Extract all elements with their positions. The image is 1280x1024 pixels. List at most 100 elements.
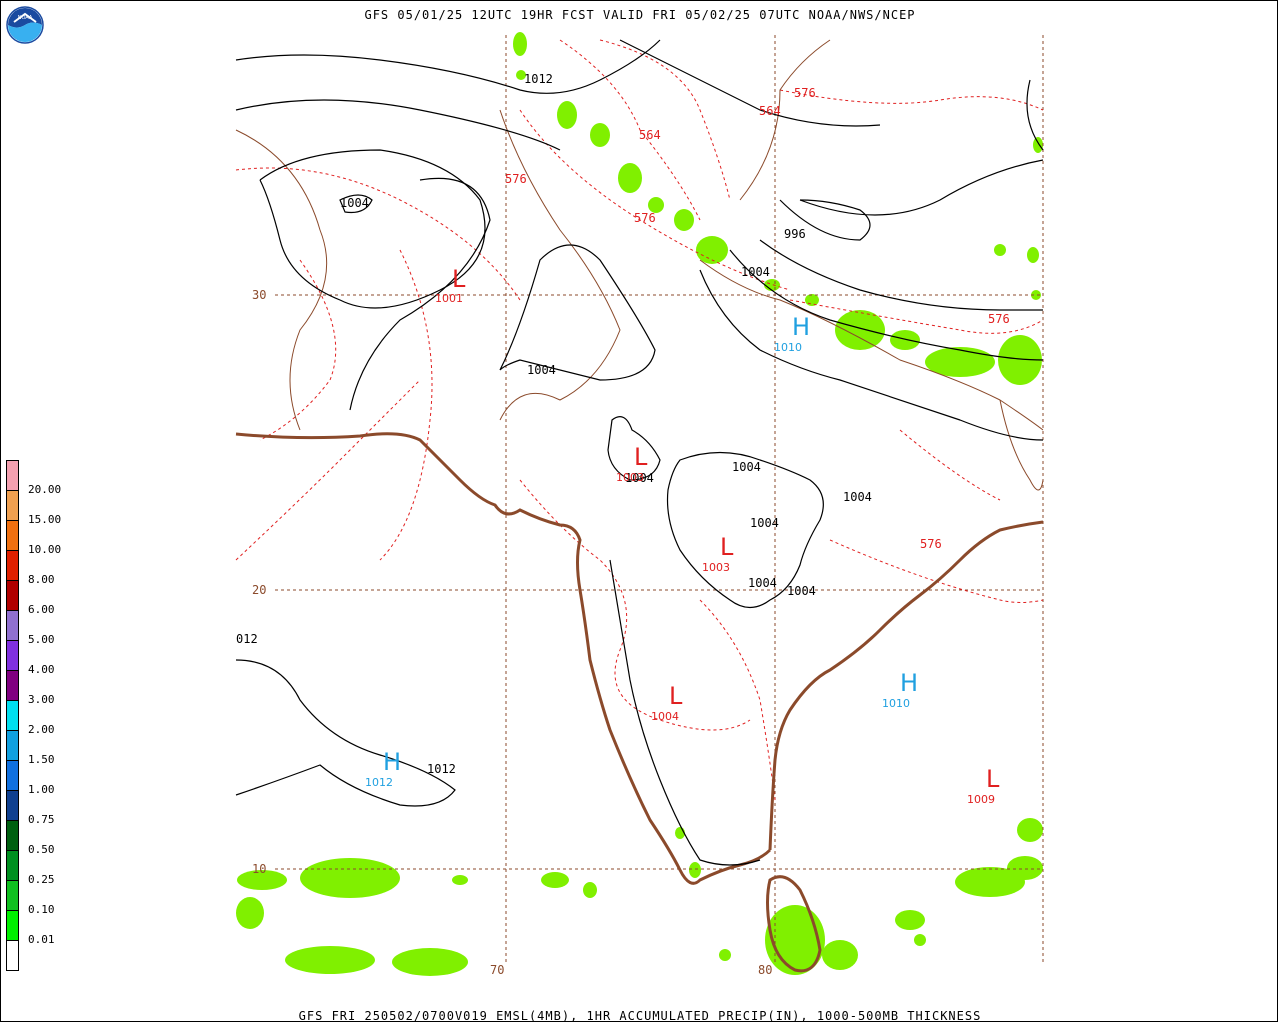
- legend-swatch: [6, 490, 19, 521]
- thickness-contour: [259, 259, 337, 441]
- isobar: [1026, 79, 1044, 151]
- isobar: [499, 244, 656, 381]
- coastline-west: [235, 432, 772, 885]
- isobar-label: 996: [784, 227, 806, 241]
- precip-area: [895, 910, 925, 930]
- precip-area: [696, 236, 728, 264]
- border-line: [739, 39, 831, 201]
- thickness-label: 564: [639, 128, 661, 142]
- precip-area: [590, 123, 610, 147]
- lon-labels: 70 80: [490, 963, 772, 977]
- isobar: [729, 249, 1044, 361]
- precip-area: [452, 875, 468, 885]
- legend-label: 0.75: [28, 813, 55, 826]
- legend-swatch: [6, 460, 19, 491]
- thickness-label: 576: [988, 312, 1010, 326]
- isobars: [235, 39, 1044, 866]
- coastlines-borders: [235, 39, 1044, 973]
- isobar-label: 1012: [427, 762, 456, 776]
- legend-swatch: [6, 640, 19, 671]
- thickness-contour: [899, 429, 1001, 501]
- border-line: [999, 399, 1044, 491]
- precip-area: [237, 870, 287, 890]
- border-line: [235, 129, 328, 431]
- low-pressure-center: L 1003: [616, 443, 648, 484]
- low-symbol: L: [986, 765, 1000, 793]
- precip-area: [719, 949, 731, 961]
- precip-area: [998, 335, 1042, 385]
- legend-swatch: [6, 550, 19, 581]
- precip-area: [583, 882, 597, 898]
- thickness-labels: 576 564 564 576 576 576 576: [505, 86, 1010, 551]
- lon-label-70: 70: [490, 963, 504, 977]
- precip-area: [890, 330, 920, 350]
- precip-area: [914, 934, 926, 946]
- precip-area: [557, 101, 577, 129]
- legend-label: 1.00: [28, 783, 55, 796]
- legend-swatch: [6, 760, 19, 791]
- isobar: [779, 199, 871, 241]
- precip-area: [285, 946, 375, 974]
- high-value: 1012: [365, 776, 393, 789]
- low-pressure-center: L 1001: [435, 265, 466, 305]
- isobar-label: 1004: [527, 363, 556, 377]
- low-symbol: L: [452, 265, 466, 293]
- isobar: [339, 194, 373, 214]
- low-value: 1003: [616, 471, 644, 484]
- isobar-label: 012: [236, 632, 258, 646]
- legend-label: 0.25: [28, 873, 55, 886]
- legend-swatch: [6, 730, 19, 761]
- precip-area: [236, 897, 264, 929]
- high-value: 1010: [774, 341, 802, 354]
- legend-label: 20.00: [28, 483, 62, 496]
- legend-label: 1.50: [28, 753, 55, 766]
- low-value: 1001: [435, 292, 463, 305]
- precip-area: [1027, 247, 1039, 263]
- noaa-logo-text: NOAA: [18, 15, 33, 21]
- thickness-contour: [235, 379, 421, 561]
- precip-area: [689, 862, 701, 878]
- legend-label: 15.00: [28, 513, 62, 526]
- lat-label-30: 30: [252, 288, 266, 302]
- thickness-contour: [789, 299, 1044, 334]
- lat-label-20: 20: [252, 583, 266, 597]
- isobar-label: 1004: [741, 265, 770, 279]
- isobar: [666, 451, 824, 609]
- precip-area: [300, 858, 400, 898]
- isobar: [259, 149, 486, 309]
- thickness-contour: [599, 39, 731, 201]
- thickness-contour: [559, 39, 701, 221]
- precip-area: [516, 70, 526, 80]
- thickness-contour: [829, 539, 1044, 603]
- thickness-contour: [519, 109, 791, 291]
- legend-label: 10.00: [28, 543, 62, 556]
- legend-swatch: [6, 580, 19, 611]
- legend-label: 0.50: [28, 843, 55, 856]
- isobar-label: 1004: [787, 584, 816, 598]
- legend-swatch: [6, 910, 19, 941]
- low-value: 1003: [702, 561, 730, 574]
- thickness-contour: [235, 167, 521, 301]
- high-pressure-center: H 1010: [774, 313, 810, 354]
- precip-area: [674, 209, 694, 231]
- isobar-label: 1004: [340, 196, 369, 210]
- precip-area: [513, 32, 527, 56]
- low-value: 1004: [651, 710, 679, 723]
- noaa-logo-icon: NOAA: [6, 6, 44, 44]
- precip-area: [764, 279, 780, 291]
- precip-area: [994, 244, 1006, 256]
- coastline-east: [768, 520, 1044, 851]
- isobar-label: 1004: [843, 490, 872, 504]
- isobar-label: 1004: [750, 516, 779, 530]
- isobar-labels: 1012 1004 1004 996 1004 1004 1004 1004 1…: [236, 72, 872, 776]
- low-pressure-center: L 1009: [967, 765, 1000, 806]
- legend-label: 0.01: [28, 933, 55, 946]
- lon-label-80: 80: [758, 963, 772, 977]
- high-symbol: H: [383, 748, 401, 776]
- thickness-contour: [519, 479, 751, 731]
- precip-area: [648, 197, 664, 213]
- legend-swatch: [6, 610, 19, 641]
- legend-swatch: [6, 940, 19, 971]
- thickness-label: 576: [634, 211, 656, 225]
